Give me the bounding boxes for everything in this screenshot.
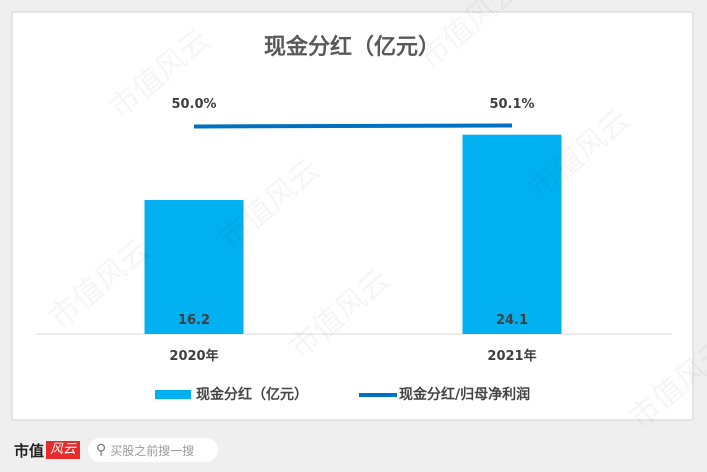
bar-label-0: 16.2 (178, 313, 210, 328)
legend: 现金分红（亿元） 现金分红/归母净利润 (155, 386, 530, 403)
brand-text: 市值 (14, 441, 45, 460)
ratio-line (193, 123, 513, 129)
brand-logo: 风云 (46, 441, 81, 459)
x-tick-1: 2021年 (487, 348, 536, 364)
bar-0 (144, 200, 244, 334)
chart-title: 现金分红（亿元） (264, 34, 440, 60)
legend-line-label: 现金分红/归母净利润 (399, 386, 530, 403)
line-label-1: 50.1% (489, 97, 534, 112)
search-box[interactable]: ⚲ 买股之前搜一搜 (88, 438, 219, 462)
line-label-0: 50.0% (171, 97, 216, 112)
bar-1 (462, 134, 562, 334)
chart-frame (11, 11, 694, 421)
search-icon: ⚲ (96, 442, 107, 458)
search-placeholder: 买股之前搜一搜 (110, 443, 195, 458)
legend-bar-swatch (155, 390, 191, 399)
footer: 市值 风云 ⚲ 买股之前搜一搜 (14, 438, 219, 462)
legend-bar-label: 现金分红（亿元） (196, 386, 308, 403)
x-tick-0: 2020年 (169, 348, 218, 364)
bar-label-1: 24.1 (496, 313, 528, 328)
